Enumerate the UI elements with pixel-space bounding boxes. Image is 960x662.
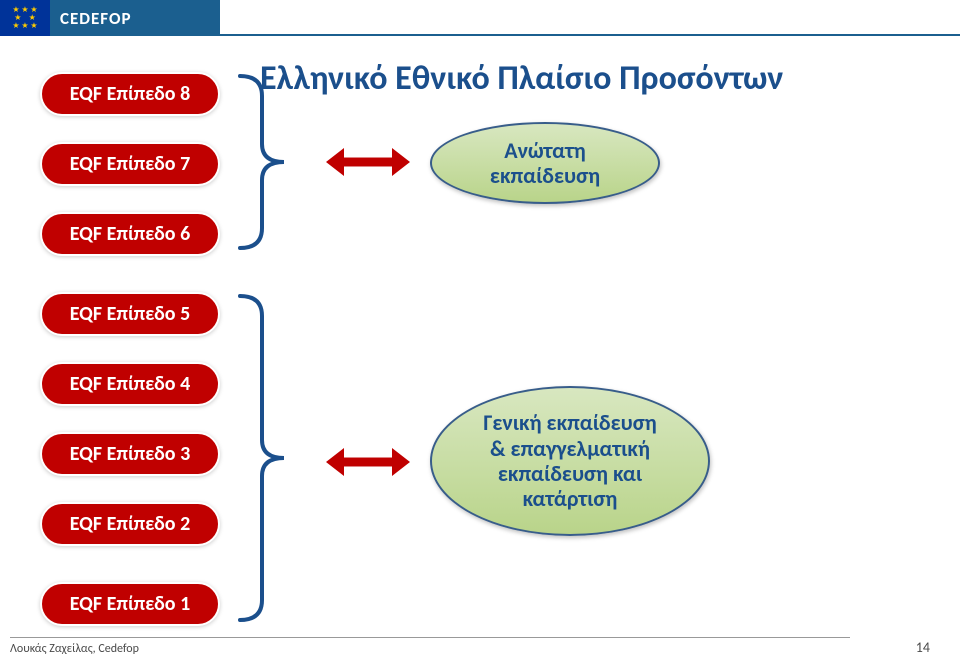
footer-rule	[10, 637, 850, 638]
footer-text: Λουκάς Ζαχείλας, Cedefop	[10, 642, 139, 656]
level-pill-4: EQF Επίπεδο 4	[40, 362, 220, 406]
cedefop-logo: CEDEFOP	[50, 0, 220, 36]
double-arrow-top	[326, 148, 410, 176]
double-arrow-bottom	[326, 448, 410, 476]
level-pill-1: EQF Επίπεδο 1	[40, 582, 220, 626]
oval-general-vet: Γενική εκπαίδευση& επαγγελματικήεκπαίδευ…	[430, 386, 710, 536]
level-pill-8: EQF Επίπεδο 8	[40, 72, 220, 116]
eu-flag-icon: ★ ★ ★★ ★★ ★ ★	[0, 0, 50, 36]
level-pill-7: EQF Επίπεδο 7	[40, 142, 220, 186]
level-pill-2: EQF Επίπεδο 2	[40, 502, 220, 546]
level-pill-3: EQF Επίπεδο 3	[40, 432, 220, 476]
slide-number: 14	[916, 639, 930, 656]
level-pill-6: EQF Επίπεδο 6	[40, 212, 220, 256]
brace-bottom	[232, 292, 292, 624]
logo-text: CEDEFOP	[60, 8, 132, 29]
brace-top	[232, 72, 292, 252]
header-bar: ★ ★ ★★ ★★ ★ ★ CEDEFOP	[0, 0, 960, 36]
oval-higher-ed: Ανώτατηεκπαίδευση	[430, 122, 660, 204]
header-rule	[220, 0, 960, 36]
level-pill-5: EQF Επίπεδο 5	[40, 292, 220, 336]
slide-body: Ελληνικό Εθνικό Πλαίσιο Προσόντων EQF Επ…	[0, 36, 960, 626]
slide-title: Ελληνικό Εθνικό Πλαίσιο Προσόντων	[260, 58, 783, 99]
